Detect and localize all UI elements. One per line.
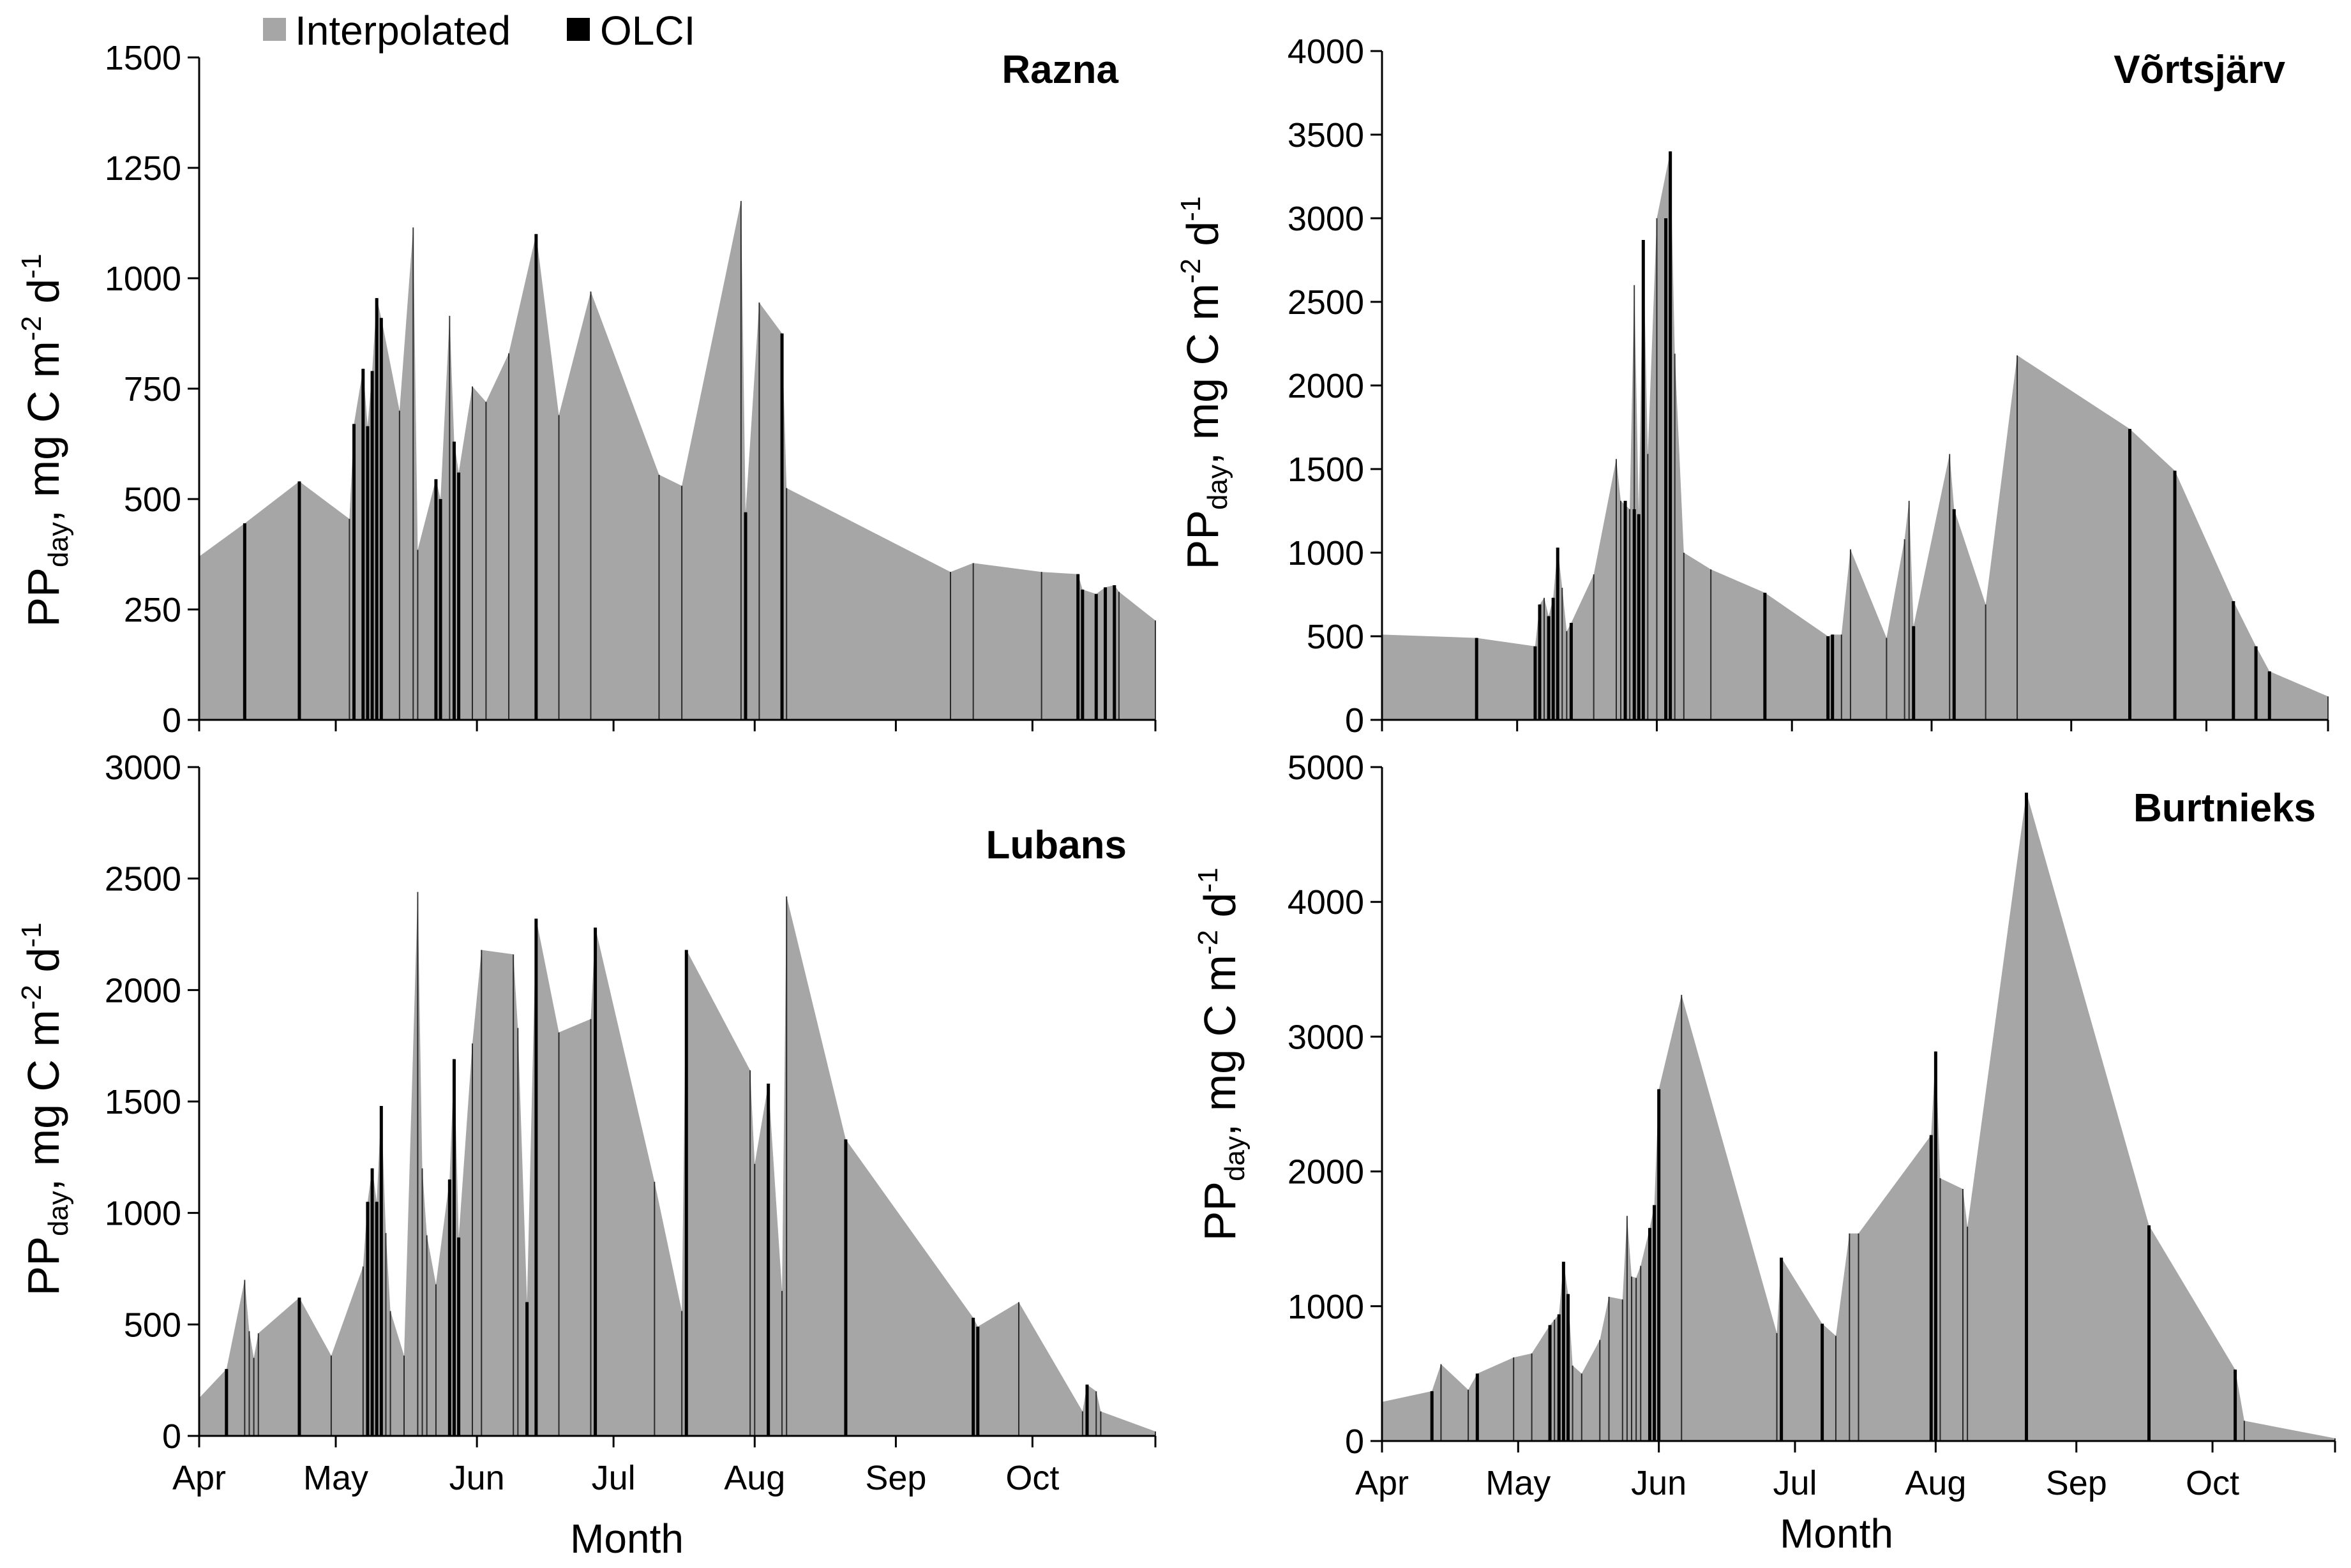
x-tick-label: May xyxy=(303,1459,368,1497)
x-tick-label: Apr xyxy=(172,1459,226,1497)
y-tick-label: 3000 xyxy=(1288,1018,1364,1056)
y-tick-label: 3500 xyxy=(1288,116,1364,154)
y-tick-label: 2000 xyxy=(1288,1153,1364,1191)
x-tick-label: Oct xyxy=(2186,1464,2239,1502)
y-tick-label: 1500 xyxy=(105,1083,181,1121)
interpolated-area xyxy=(199,892,1155,1436)
x-tick-label: Oct xyxy=(1005,1459,1059,1497)
legend-swatch-olci xyxy=(567,18,590,41)
y-tick-label: 1500 xyxy=(105,39,181,77)
y-tick-label: 0 xyxy=(162,701,181,740)
y-tick-label: 2500 xyxy=(1288,283,1364,322)
y-tick-label: 1000 xyxy=(105,260,181,298)
y-axis-label: PPday, mg C m-2 d-1 xyxy=(1192,868,1251,1241)
x-tick-label: Apr xyxy=(1355,1464,1409,1502)
y-tick-label: 1000 xyxy=(1288,1288,1364,1326)
y-tick-label: 2000 xyxy=(1288,367,1364,405)
legend: Interpolated OLCI xyxy=(263,8,695,54)
x-tick-label: Jun xyxy=(1631,1464,1686,1502)
panel-title: Võrtsjärv xyxy=(2114,48,2285,92)
panel-title: Burtnieks xyxy=(2133,786,2316,830)
panel-vortsjarv: 0 500 1000 1500 2000 2500 3000 3500 4000 Võrtsjä… xyxy=(1175,33,2329,740)
y-tick-label: 500 xyxy=(124,481,181,519)
x-tick-label: Jun xyxy=(449,1459,505,1497)
y-tick-label: 1250 xyxy=(105,149,181,188)
x-tick-label: Aug xyxy=(724,1459,785,1497)
legend-label-interpolated: Interpolated xyxy=(295,8,511,54)
y-tick-label: 3000 xyxy=(105,749,181,787)
panel-razna: 0 250 500 750 1000 1250 1500 Razna PPday, mg C… xyxy=(16,39,1157,740)
y-tick-label: 500 xyxy=(1307,618,1364,656)
x-axis-label: Month xyxy=(1780,1511,1893,1557)
y-tick-label: 5000 xyxy=(1288,749,1364,787)
y-tick-label: 1000 xyxy=(105,1195,181,1233)
panel-lubans: 0 500 1000 1500 2000 2500 3000 Apr May Jun Jul Aug S… xyxy=(16,749,1157,1562)
panel-title: Razna xyxy=(1002,48,1118,92)
y-tick-label: 500 xyxy=(124,1306,181,1344)
x-tick-label: Jul xyxy=(1773,1464,1817,1502)
y-tick-label: 1000 xyxy=(1288,534,1364,572)
y-tick-label: 2000 xyxy=(105,971,181,1010)
y-axis-label: PPday, mg C m-2 d-1 xyxy=(1175,197,1233,570)
y-tick-label: 2500 xyxy=(105,860,181,899)
legend-swatch-interpolated xyxy=(263,18,286,41)
y-tick-label: 3000 xyxy=(1288,200,1364,238)
interpolated-area xyxy=(1382,151,2328,720)
y-tick-label: 1500 xyxy=(1288,451,1364,489)
x-axis-label: Month xyxy=(570,1516,684,1562)
panel-burtnieks: 0 1000 2000 3000 4000 5000 Apr May Jun Jul Aug Sep O… xyxy=(1192,749,2336,1557)
y-tick-label: 250 xyxy=(124,591,181,629)
interpolated-area xyxy=(1382,793,2335,1441)
x-tick-label: Aug xyxy=(1905,1464,1966,1502)
x-tick-label: Sep xyxy=(865,1459,926,1497)
y-tick-label: 0 xyxy=(1345,701,1364,740)
x-tick-label: Jul xyxy=(592,1459,636,1497)
y-tick-label: 0 xyxy=(1345,1422,1364,1461)
x-tick-label: Sep xyxy=(2046,1464,2107,1502)
panel-title: Lubans xyxy=(986,823,1127,867)
y-tick-label: 4000 xyxy=(1288,33,1364,71)
x-tick-label: May xyxy=(1485,1464,1551,1502)
y-axis-label: PPday, mg C m-2 d-1 xyxy=(16,923,74,1296)
y-tick-label: 750 xyxy=(124,370,181,408)
y-tick-label: 0 xyxy=(162,1417,181,1456)
y-axis-label: PPday, mg C m-2 d-1 xyxy=(16,254,74,627)
y-tick-label: 4000 xyxy=(1288,883,1364,922)
interpolated-area xyxy=(199,200,1155,720)
legend-label-olci: OLCI xyxy=(600,8,695,54)
